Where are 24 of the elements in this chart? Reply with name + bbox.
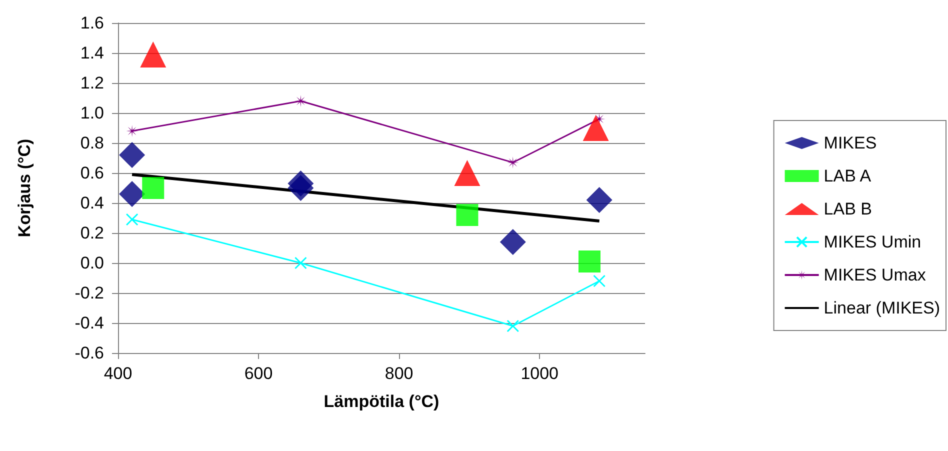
- x-tick-label: 800: [384, 364, 414, 383]
- y-tick-label: 1.0: [80, 104, 104, 122]
- y-tick-label: 0.0: [80, 254, 104, 272]
- y-tick-label: 0.2: [80, 224, 104, 242]
- y-tick-label: -0.6: [74, 344, 104, 362]
- legend-label: MIKES: [824, 134, 877, 152]
- legend-label: LAB A: [824, 166, 872, 186]
- y-tick-label: 0.4: [80, 194, 104, 212]
- legend-label: MIKES Umin: [824, 232, 922, 252]
- legend-label: Linear (MIKES): [824, 298, 940, 318]
- y-tick-label: 0.8: [80, 134, 104, 152]
- y-tick-label: -0.2: [74, 284, 104, 302]
- x-tick-label: 1000: [520, 364, 559, 383]
- x-axis-title: Lämpötila (°C): [324, 392, 440, 411]
- legend-label: MIKES Umax: [824, 266, 926, 284]
- y-tick-label: 1.2: [80, 74, 104, 92]
- y-tick-label: 1.6: [80, 14, 104, 32]
- y-tick-label: -0.4: [74, 314, 104, 332]
- x-tick-label: 600: [244, 364, 273, 383]
- y-tick-label: 0.6: [80, 164, 104, 182]
- y-axis-title: Korjaus (°C): [15, 138, 34, 238]
- y-tick-label: 1.4: [80, 44, 104, 62]
- legend-label: LAB B: [824, 200, 872, 218]
- x-tick-label: 400: [104, 364, 132, 383]
